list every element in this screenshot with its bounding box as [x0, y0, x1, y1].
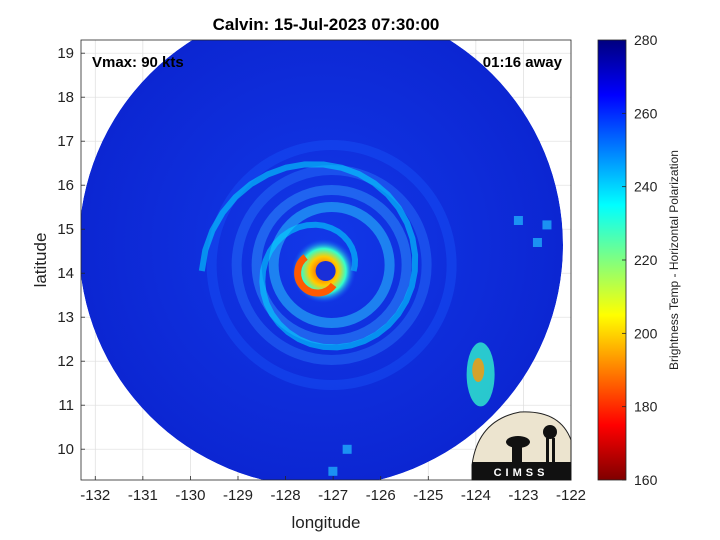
- colorbar-tick-label: 240: [634, 179, 658, 195]
- eye: [315, 261, 336, 281]
- y-tick-label: 17: [57, 133, 74, 150]
- spiral-band: [198, 161, 419, 351]
- rain-band-ring: [206, 140, 457, 390]
- x-tick-label: -131: [128, 487, 158, 504]
- colorbar-tick-label: 220: [634, 252, 658, 268]
- y-axis-label: latitude: [31, 233, 50, 288]
- x-tick-label: -128: [271, 487, 301, 504]
- y-tick-label: 15: [57, 221, 74, 238]
- cloud-speckle: [328, 466, 338, 476]
- colorbar: 160 180 200 220 240 260 280 Brightness Temp - …: [597, 32, 681, 488]
- x-tick-label: -123: [508, 487, 538, 504]
- rain-band-ring: [231, 165, 432, 365]
- x-tick-label: -132: [80, 487, 110, 504]
- colorbar-tick-label: 260: [634, 105, 658, 121]
- cloud-speckle: [542, 220, 552, 230]
- x-tick-label: -126: [366, 487, 396, 504]
- x-tick-label: -127: [318, 487, 348, 504]
- y-tick-label: 10: [57, 441, 74, 458]
- cimss-logo: CIMSS: [471, 411, 572, 481]
- rain-bands: [198, 140, 457, 390]
- y-tick-label: 16: [57, 177, 74, 194]
- cloud-speckle: [532, 238, 542, 247]
- y-tick-label: 18: [57, 89, 74, 106]
- colorbar-gradient: [597, 39, 627, 481]
- eyewall-ring: [294, 254, 337, 297]
- colorbar-tick-label: 280: [634, 32, 658, 48]
- eyewall: [291, 239, 356, 303]
- colorbar-tick-label: 200: [634, 325, 658, 341]
- x-tick-label: -122: [556, 487, 586, 504]
- x-axis-ticks: -132 -131 -130 -129 -128 -127 -126 -125 -124 -123…: [80, 476, 586, 504]
- convective-core: [472, 358, 485, 382]
- cloud-speckle: [342, 444, 352, 454]
- rain-band-ring: [268, 202, 395, 328]
- x-tick-label: -125: [413, 487, 443, 504]
- heatmap: [81, 40, 563, 480]
- x-axis-label: longitude: [291, 513, 360, 532]
- vmax-label: Vmax: 90 kts: [92, 54, 184, 71]
- rain-band-ring: [251, 185, 412, 345]
- y-tick-label: 19: [57, 45, 74, 62]
- logo-text: CIMSS: [494, 467, 549, 479]
- colorbar-ticks: 160 180 200 220 240 260 280: [622, 32, 658, 488]
- colorbar-tick-label: 180: [634, 399, 658, 415]
- y-tick-label: 11: [58, 397, 74, 414]
- y-tick-label: 13: [57, 309, 74, 326]
- colorbar-tick-label: 160: [634, 472, 658, 488]
- time-away-label: 01:16 away: [483, 54, 563, 71]
- x-tick-label: -129: [223, 487, 253, 504]
- axes-box: [80, 39, 572, 481]
- y-tick-label: 14: [57, 265, 74, 282]
- x-tick-label: -124: [461, 487, 491, 504]
- y-tick-label: 12: [57, 353, 74, 370]
- convective-patches: [328, 216, 552, 476]
- y-axis-ticks: 10 11 12 13 14 15 16 17 18 19: [57, 45, 85, 458]
- cloud-speckle: [513, 216, 523, 225]
- x-tick-label: -130: [175, 487, 205, 504]
- colorbar-label: Brightness Temp - Horizontal Polarizatio…: [667, 150, 681, 370]
- chart-title: Calvin: 15-Jul-2023 07:30:00: [213, 15, 440, 34]
